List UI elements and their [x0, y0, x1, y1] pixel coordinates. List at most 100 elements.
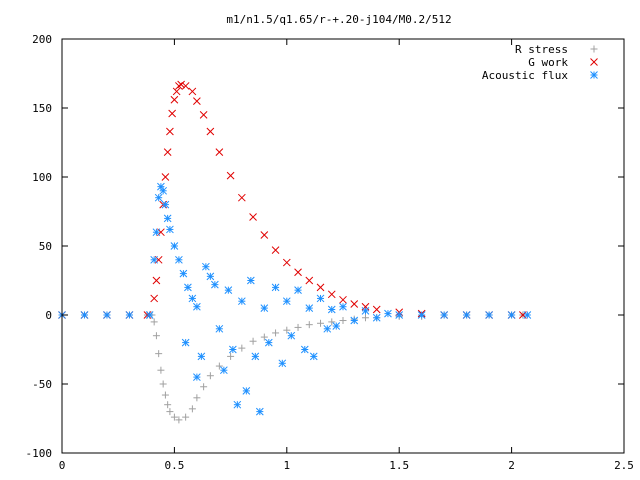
- data-point: [372, 305, 381, 314]
- axes: 0 0.5 1 1.5 2 2.5 200 150 100 50 0 -50 -100: [26, 33, 634, 472]
- y-tick-label: 100: [32, 171, 52, 184]
- data-point: [287, 331, 296, 340]
- data-point: [339, 317, 347, 325]
- legend-label: Acoustic flux: [482, 69, 568, 82]
- data-point: [215, 148, 224, 157]
- data-point: [260, 304, 269, 312]
- data-point: [361, 307, 370, 315]
- data-point: [184, 283, 192, 292]
- data-point: [328, 318, 336, 326]
- data-point: [249, 213, 257, 221]
- data-point: [170, 95, 179, 104]
- data-point: [305, 321, 313, 329]
- y-tick-label: 0: [45, 309, 52, 322]
- data-point: [161, 200, 170, 209]
- data-point: [150, 255, 159, 264]
- data-point: [294, 286, 302, 295]
- data-point: [206, 127, 215, 136]
- x-tick-label: 1: [283, 459, 290, 472]
- data-point: [150, 318, 158, 326]
- data-point: [242, 387, 251, 395]
- data-point: [164, 401, 172, 409]
- data-point: [462, 311, 471, 319]
- data-point: [159, 186, 168, 195]
- y-tick-label: -50: [32, 378, 52, 391]
- legend-marker: [590, 58, 598, 66]
- data-point: [278, 359, 287, 368]
- data-point: [172, 87, 181, 96]
- data-point: [154, 193, 163, 202]
- data-point: [282, 258, 291, 267]
- data-point: [327, 290, 336, 299]
- data-point: [197, 352, 206, 361]
- series-r-stress: [58, 311, 527, 424]
- data-point: [175, 416, 183, 424]
- data-point: [163, 148, 172, 157]
- data-point: [327, 305, 336, 314]
- x-tick-label: 0: [59, 459, 66, 472]
- data-point: [206, 372, 214, 380]
- data-point: [170, 413, 178, 421]
- data-point: [260, 231, 269, 239]
- data-point: [440, 311, 449, 319]
- data-point: [264, 338, 273, 347]
- data-point: [163, 214, 172, 223]
- y-tick-label: 50: [39, 240, 52, 253]
- legend-marker: [590, 71, 598, 79]
- legend-label: G work: [528, 56, 568, 69]
- data-point: [316, 294, 325, 303]
- plot-area: [58, 80, 532, 424]
- data-point: [220, 366, 228, 375]
- data-point: [271, 246, 280, 254]
- data-point: [238, 344, 246, 352]
- data-point: [193, 373, 201, 381]
- data-point: [339, 302, 347, 311]
- legend-label: R stress: [515, 43, 568, 56]
- data-point: [125, 311, 134, 319]
- data-point: [282, 297, 291, 306]
- data-point: [283, 326, 291, 334]
- data-point: [80, 311, 89, 319]
- data-point: [170, 242, 179, 250]
- data-point: [339, 295, 347, 304]
- data-point: [152, 228, 161, 237]
- data-point: [305, 304, 314, 312]
- y-tick-label: -100: [26, 447, 53, 460]
- data-point: [103, 311, 111, 319]
- x-tick-label: 0.5: [164, 459, 184, 472]
- data-point: [395, 311, 404, 319]
- data-point: [182, 413, 190, 421]
- data-point: [485, 311, 493, 319]
- data-point: [227, 352, 235, 360]
- data-point: [150, 294, 159, 303]
- y-tick-label: 150: [32, 102, 52, 115]
- data-point: [175, 255, 183, 264]
- data-point: [228, 345, 237, 354]
- data-point: [224, 286, 233, 295]
- data-point: [523, 311, 532, 319]
- series-g-work: [58, 80, 527, 319]
- data-point: [188, 405, 196, 413]
- data-point: [215, 324, 224, 333]
- data-point: [237, 193, 246, 202]
- data-point: [206, 272, 215, 281]
- data-point: [200, 383, 208, 391]
- data-point: [246, 276, 255, 285]
- data-point: [155, 350, 163, 358]
- data-point: [316, 283, 325, 292]
- data-point: [384, 309, 392, 318]
- data-point: [166, 127, 174, 136]
- data-point: [193, 302, 201, 311]
- data-point: [188, 87, 197, 96]
- data-point: [168, 109, 177, 118]
- data-point: [272, 329, 280, 337]
- data-point: [317, 319, 325, 327]
- data-point: [152, 332, 160, 340]
- data-point: [300, 345, 309, 354]
- data-point: [305, 276, 314, 285]
- data-point: [179, 269, 188, 278]
- data-point: [332, 322, 341, 330]
- data-point: [193, 394, 201, 402]
